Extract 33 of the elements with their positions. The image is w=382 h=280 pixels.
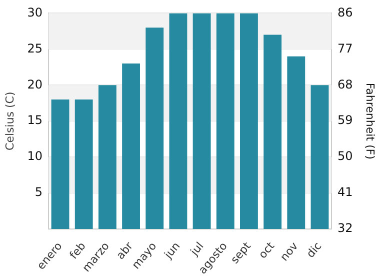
bar bbox=[240, 13, 258, 229]
x-tick-label: dic bbox=[304, 240, 324, 260]
bar bbox=[51, 100, 70, 229]
y-tick-label: 30 bbox=[27, 5, 42, 20]
y2-tick-label: 77 bbox=[338, 41, 353, 56]
bar bbox=[310, 85, 329, 229]
bar bbox=[98, 85, 116, 229]
y2-axis-title: Fahrenheit (F) bbox=[364, 82, 377, 160]
y2-tick-label: 59 bbox=[338, 113, 353, 128]
y2-tick-label: 86 bbox=[338, 5, 353, 20]
bar bbox=[192, 13, 211, 229]
y2-tick-label: 68 bbox=[338, 77, 353, 92]
x-tick-label: jun bbox=[161, 240, 183, 262]
bar bbox=[264, 34, 282, 229]
bar bbox=[287, 56, 306, 229]
x-tick-label: nov bbox=[278, 239, 301, 264]
bar bbox=[216, 13, 234, 229]
bar bbox=[122, 64, 140, 229]
y-tick-label: 5 bbox=[34, 185, 42, 200]
y-axis-title: Celsius (C) bbox=[3, 92, 16, 150]
x-tick-label: abr bbox=[114, 239, 136, 262]
x-tick-label: feb bbox=[67, 240, 88, 262]
bar bbox=[169, 13, 188, 229]
y2-tick-label: 32 bbox=[338, 221, 353, 236]
y-tick-label: 20 bbox=[27, 77, 42, 92]
bar bbox=[146, 28, 164, 229]
y-tick-label: 15 bbox=[27, 113, 42, 128]
y-tick-label: 10 bbox=[27, 149, 42, 164]
y2-tick-label: 41 bbox=[338, 185, 353, 200]
y2-tick-label: 50 bbox=[338, 149, 353, 164]
y-tick-label: 25 bbox=[27, 41, 42, 56]
bar bbox=[74, 100, 93, 229]
x-tick-label: oct bbox=[256, 239, 278, 262]
